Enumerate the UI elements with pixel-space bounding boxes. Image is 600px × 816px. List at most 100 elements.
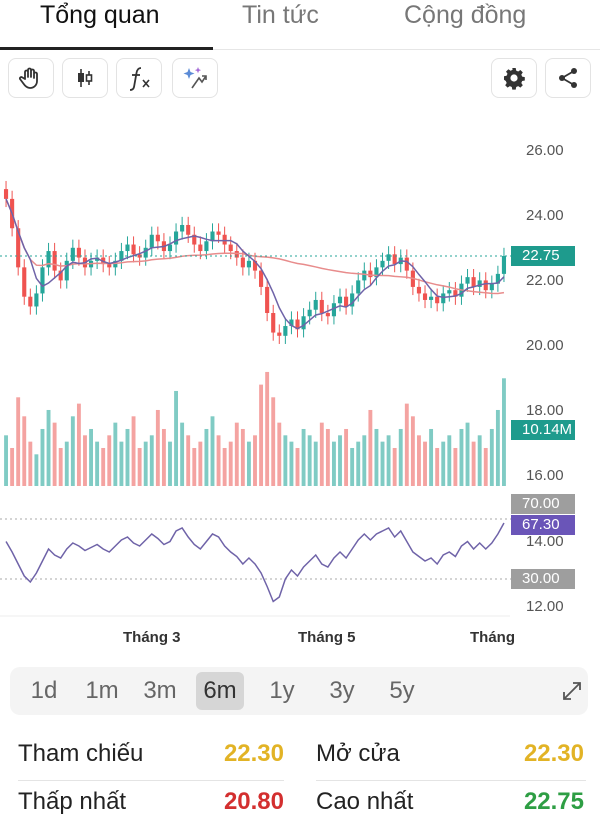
volume-bar [161,428,166,486]
candle-body [386,254,391,261]
candle-body [46,251,51,268]
volume-bar [435,447,440,486]
rsi-upper-badge: 70.00 [511,494,575,514]
volume-bar [125,428,130,486]
volume-bar [386,435,391,486]
range-1y[interactable]: 1y [269,677,295,704]
candle-body [210,231,215,242]
share-icon [559,68,577,88]
volume-bar [58,447,63,486]
y-tick-label: 14.00 [526,533,564,550]
candle-body [483,280,488,291]
share-button[interactable] [545,58,591,98]
tab-news[interactable]: Tin tức [242,1,319,29]
tab-community[interactable]: Cộng đồng [404,1,527,29]
x-axis-label: Tháng 3 [123,629,181,646]
indicators-button[interactable] [116,58,162,98]
volume-bar [477,435,482,486]
volume-bar [76,403,81,486]
volume-bar [392,447,397,486]
volume-bar [210,416,215,486]
volume-bar [28,441,33,486]
candle-body [240,257,245,268]
expand-icon[interactable] [560,679,584,703]
candle-body [234,251,239,258]
y-tick-label: 22.00 [526,272,564,289]
candle-body [34,293,39,307]
tab-overview[interactable]: Tổng quan [40,1,160,29]
volume-bar [344,428,349,486]
range-6m[interactable]: 6m [196,672,244,710]
candlestick-icon [78,69,93,87]
y-tick-label: 18.00 [526,402,564,419]
x-axis-label: Tháng 5 [298,629,356,646]
candle-body [265,286,270,313]
candle-body [422,293,428,300]
range-3y[interactable]: 3y [329,677,355,704]
volume-bar [143,441,148,486]
range-1m[interactable]: 1m [85,677,119,704]
volume-bar [155,409,160,486]
candle-body [319,299,324,313]
chart-type-button[interactable] [62,58,108,98]
candle-body [447,290,452,294]
candle-body [441,293,446,304]
candle-body [192,234,197,245]
volume-bar [271,397,276,486]
volume-bar [192,447,197,486]
volume-bar [313,441,318,486]
open-price-label: Mở cửa [316,740,400,767]
candle-body [350,293,355,307]
volume-bar [398,428,403,486]
candle-body [344,296,349,307]
price-chart[interactable]: 26.00 24.00 22.00 20.00 18.00 16.00 14.00 12.00… [0,104,600,660]
candle-body [125,244,130,252]
candle-body [149,234,154,248]
candle-body [28,296,33,307]
volume-bar [368,409,373,486]
candle-body [40,267,45,294]
volume-bar [495,409,500,486]
volume-bar [423,441,427,486]
crosshair-mode-button[interactable] [8,58,54,98]
range-5y[interactable]: 5y [389,677,415,704]
y-tick-label: 12.00 [526,598,564,615]
volume-bar [234,422,239,486]
volume-bar [374,428,379,486]
candle-body [252,260,258,271]
chart-settings-button[interactable] [491,58,537,98]
candle-body [295,319,300,330]
y-tick-label: 24.00 [526,207,564,224]
divider [316,780,586,781]
volume-bar [301,428,306,486]
volume-bar [319,422,324,486]
volume-bar [380,441,385,486]
ai-analysis-button[interactable] [172,58,218,98]
volume-bar [483,447,488,486]
ref-price-label: Tham chiếu [18,740,144,767]
volume-bar [4,435,8,486]
volume-bar [453,447,458,486]
volume-bar [52,422,57,486]
price-chart-canvas: 26.00 24.00 22.00 20.00 18.00 16.00 14.00 12.00… [0,142,564,646]
y-tick-label: 20.00 [526,337,564,354]
range-3m[interactable]: 3m [143,677,177,704]
volume-bar [168,441,172,486]
volume-bar [186,435,191,486]
candle-body [259,270,264,287]
candle-body [283,326,288,336]
volume-bar [417,435,421,486]
candle-body [52,251,57,271]
volume-bar [216,435,221,486]
rsi-line [5,522,505,603]
volume-bar [198,441,203,486]
volume-bar [16,397,21,486]
volume-bar [459,428,464,486]
candle-body [204,241,209,252]
volume-bar [338,435,342,486]
volume-bar [283,435,288,486]
volume-bar [137,447,142,486]
range-1d[interactable]: 1d [30,677,58,704]
rsi-value-badge: 67.30 [511,515,575,535]
volume-bar [107,435,112,486]
